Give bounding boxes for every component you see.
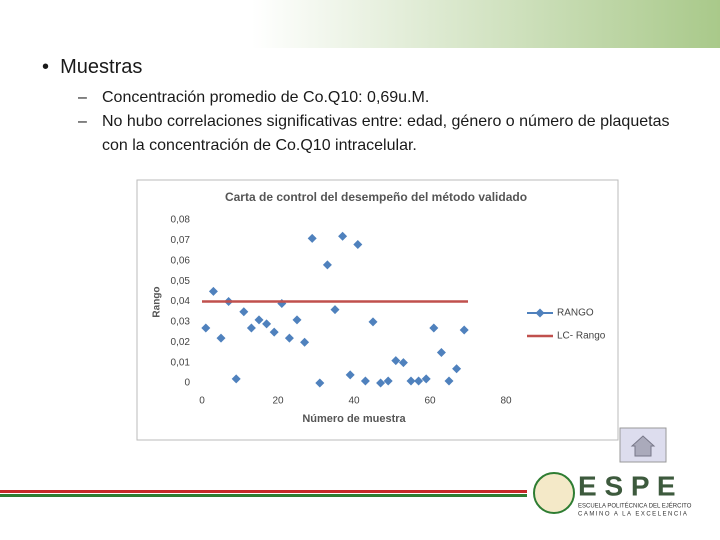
point — [269, 327, 279, 337]
y-tick-label: 0,03 — [171, 317, 191, 328]
point — [300, 337, 310, 347]
point — [239, 307, 249, 317]
chart-frame — [136, 179, 619, 441]
x-tick-label: 0 — [199, 396, 205, 407]
point — [452, 364, 462, 374]
point — [353, 239, 363, 249]
point — [330, 305, 340, 315]
point — [322, 260, 332, 270]
sub-text: No hubo correlaciones significativas ent… — [102, 113, 670, 154]
point — [307, 233, 317, 243]
x-tick-label: 80 — [500, 396, 512, 407]
point — [216, 333, 226, 343]
x-tick-label: 20 — [272, 396, 284, 407]
point — [246, 323, 256, 333]
legend-label: LC- Rango — [557, 331, 606, 342]
home-icon — [630, 435, 656, 457]
point — [315, 378, 325, 388]
point — [208, 286, 218, 296]
point — [383, 376, 393, 386]
bullet: • Muestras — [42, 56, 143, 78]
point — [429, 323, 439, 333]
y-tick-label: 0,08 — [171, 215, 191, 226]
point — [414, 376, 424, 386]
stripe-green — [0, 494, 527, 497]
point — [436, 347, 446, 357]
logo-seal — [533, 472, 575, 514]
y-tick-label: 0 — [184, 378, 190, 389]
y-tick-label: 0,05 — [171, 276, 191, 287]
y-tick-label: 0,07 — [171, 235, 191, 246]
point — [459, 325, 469, 335]
logo-motto: CAMINO A LA EXCELENCIA — [578, 512, 688, 518]
y-tick-label: 0,04 — [171, 296, 191, 307]
point — [292, 315, 302, 325]
logo-name: ESCUELA POLITÉCNICA DEL EJÉRCITO — [578, 503, 692, 510]
y-axis-label: Rango — [152, 286, 163, 317]
point — [338, 231, 348, 241]
sub-text: Concentración promedio de Co.Q10: 0,69u.… — [102, 89, 430, 106]
sub-bullet: – No hubo correlaciones significativas en… — [78, 110, 678, 158]
point — [398, 358, 408, 368]
point — [345, 370, 355, 380]
logo-letters: E S P E — [578, 470, 676, 501]
chart-title: Carta de control del desempeño del métod… — [225, 190, 527, 204]
stripe-red — [0, 490, 527, 493]
x-tick-label: 60 — [424, 396, 436, 407]
point — [201, 323, 211, 333]
point — [421, 374, 431, 384]
point — [284, 333, 294, 343]
point — [406, 376, 416, 386]
legend-label: RANGO — [557, 308, 594, 319]
bullet-text: Muestras — [60, 56, 143, 78]
sub-bullet: – Concentración promedio de Co.Q10: 0,69u… — [78, 86, 678, 110]
point — [231, 374, 241, 384]
point — [368, 317, 378, 327]
banner — [0, 0, 720, 48]
point — [262, 319, 272, 329]
point — [376, 378, 386, 388]
y-tick-label: 0,01 — [171, 357, 191, 368]
point — [444, 376, 454, 386]
legend-swatch — [535, 308, 545, 318]
x-tick-label: 40 — [348, 396, 360, 407]
x-axis-label: Número de muestra — [302, 413, 406, 425]
y-tick-label: 0,02 — [171, 337, 191, 348]
point — [391, 356, 401, 366]
point — [254, 315, 264, 325]
y-tick-label: 0,06 — [171, 255, 191, 266]
point — [360, 376, 370, 386]
